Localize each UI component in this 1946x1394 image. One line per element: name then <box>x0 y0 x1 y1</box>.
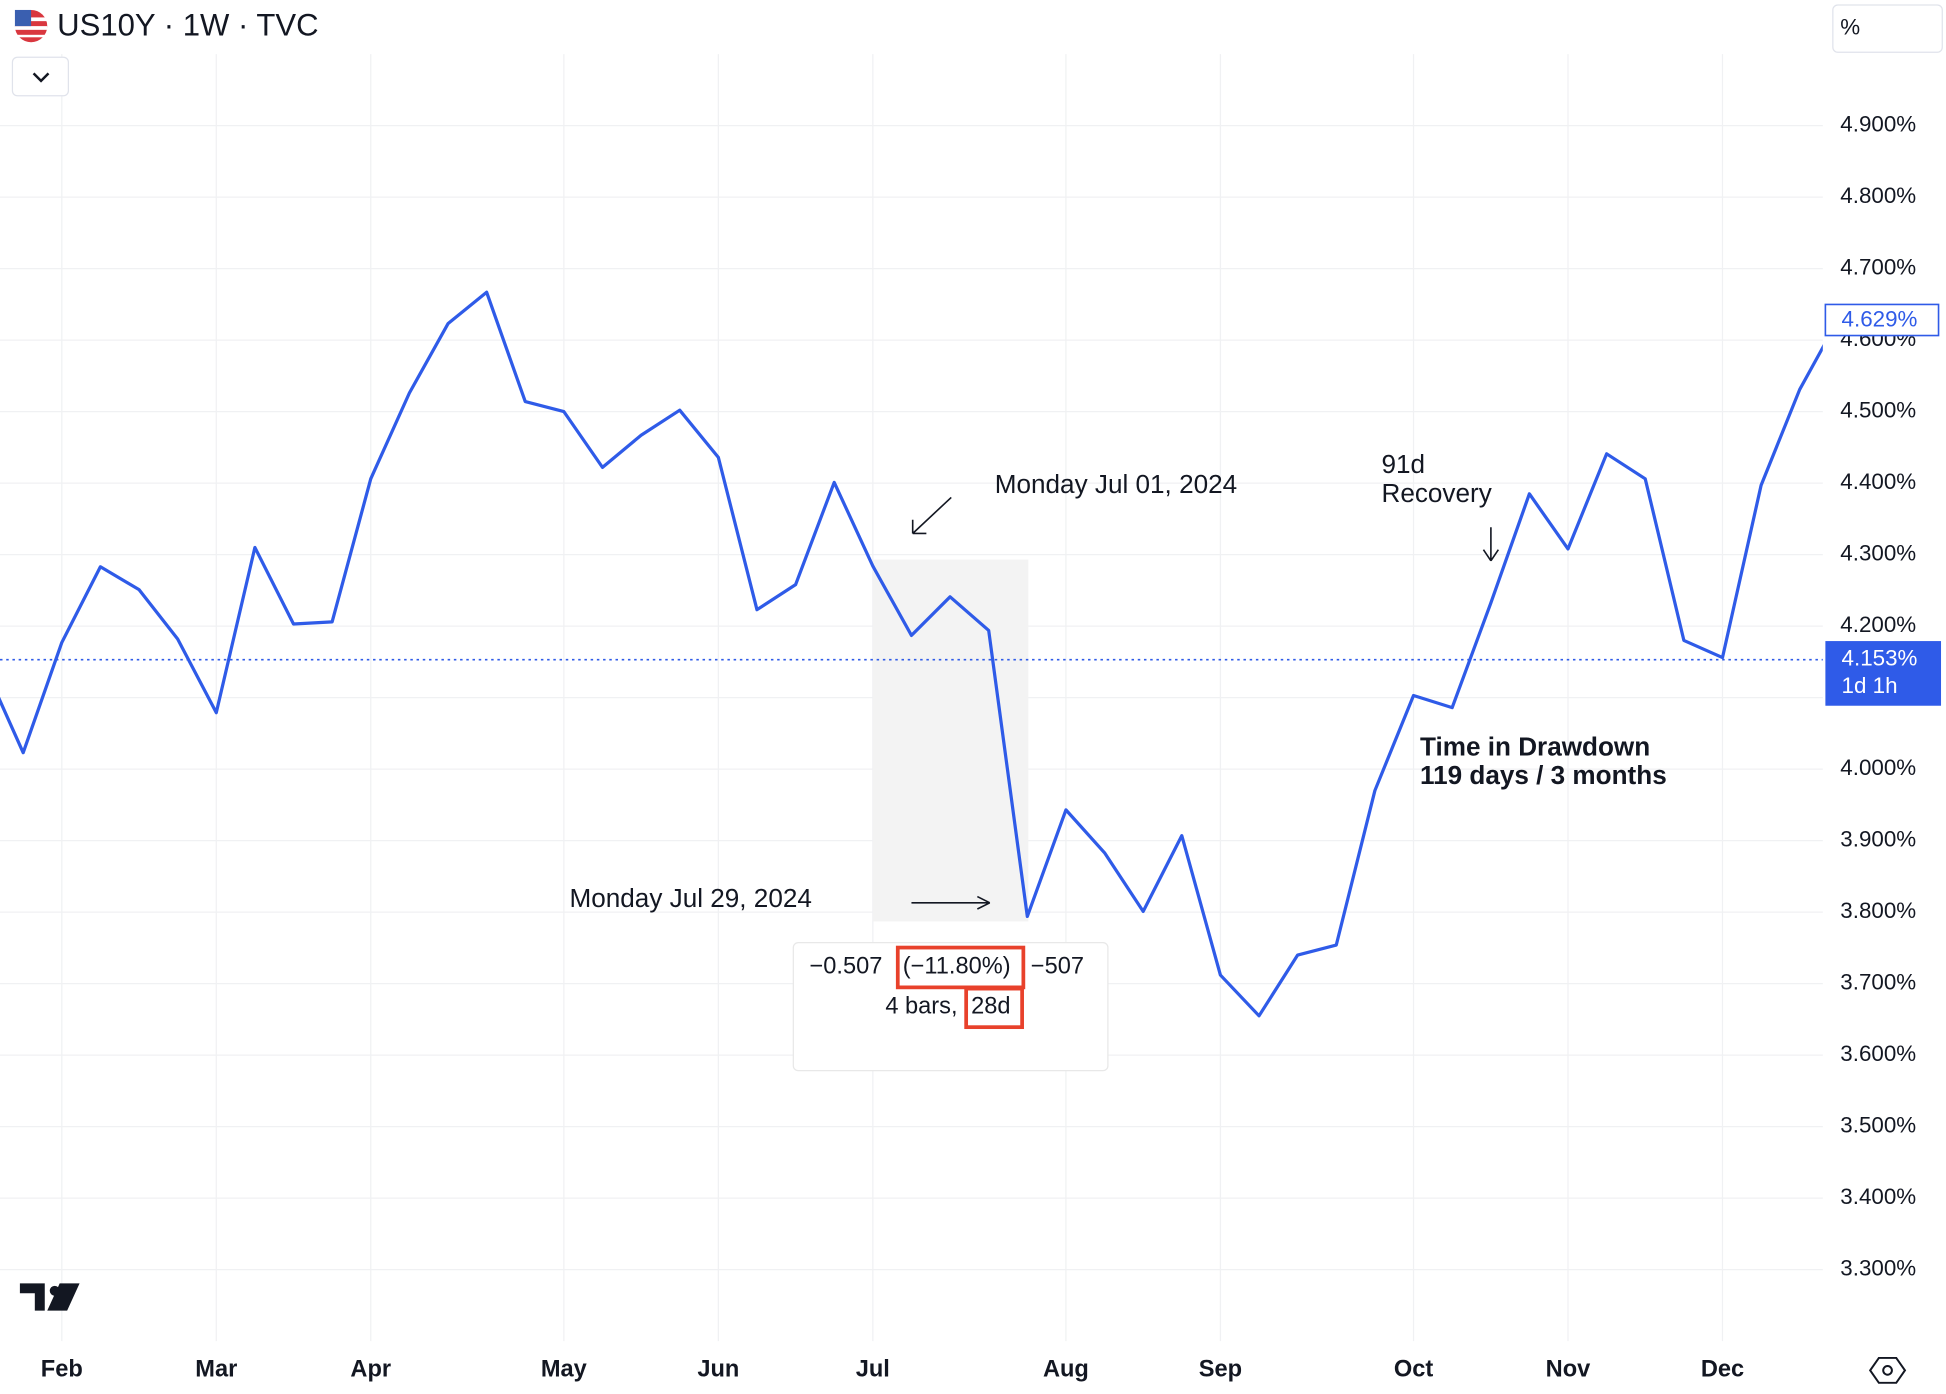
y-tick-label: 3.700% <box>1840 970 1916 995</box>
y-tick-label: 4.200% <box>1840 612 1916 637</box>
x-tick-label: Feb <box>41 1357 83 1383</box>
annotation-drawdown-title: Time in Drawdown <box>1420 731 1650 761</box>
y-tick-label: 4.300% <box>1840 541 1916 566</box>
annotation-end-date: Monday Jul 29, 2024 <box>570 883 812 913</box>
x-tick-label: Jul <box>856 1357 890 1383</box>
y-tick-label: 4.800% <box>1840 183 1916 208</box>
measure-bars: 4 bars, <box>885 993 957 1019</box>
y-tick-label: 3.300% <box>1840 1256 1916 1281</box>
last-price-badge <box>1824 303 1940 337</box>
settings-icon <box>1882 1365 1893 1376</box>
measure-percent: (−11.80%) <box>903 954 1011 980</box>
annotation-start-date: Monday Jul 01, 2024 <box>995 469 1237 499</box>
reference-price-label: 4.153% <box>1842 646 1918 671</box>
x-tick-label: Dec <box>1701 1357 1744 1383</box>
measure-duration: 28d <box>971 993 1010 1019</box>
annotation-recovery-days: 91d <box>1381 449 1425 479</box>
flag-icon <box>14 9 48 43</box>
arrow <box>911 895 991 910</box>
arrow <box>911 496 952 535</box>
logo-dot <box>49 1285 60 1296</box>
symbol-title: US10Y · 1W · TVC <box>57 8 318 43</box>
scale-unit-button[interactable] <box>1832 4 1943 53</box>
x-tick-label: Nov <box>1546 1357 1591 1383</box>
grid <box>0 54 1823 1342</box>
y-tick-label: 3.400% <box>1840 1184 1916 1209</box>
highlight-box <box>895 945 1026 990</box>
y-tick-label: 4.900% <box>1840 112 1916 137</box>
logo <box>19 1283 80 1311</box>
collapse-button[interactable] <box>11 56 70 97</box>
y-tick-label: 4.700% <box>1840 255 1916 280</box>
measure-box <box>792 941 1109 1072</box>
y-tick-label: 3.900% <box>1840 827 1916 852</box>
measure-change: −0.507 <box>809 954 882 980</box>
settings-button[interactable] <box>1868 1356 1907 1384</box>
reference-price-badge <box>1825 641 1942 706</box>
plot <box>0 290 1823 1018</box>
y-tick-label: 3.600% <box>1840 1041 1916 1066</box>
y-tick-label: 4.500% <box>1840 398 1916 423</box>
y-tick-label: 3.500% <box>1840 1113 1916 1138</box>
y-tick-label: 3.800% <box>1840 898 1916 923</box>
price-line <box>0 290 1823 1018</box>
scale-unit: % <box>1840 15 1860 40</box>
x-tick-label: Oct <box>1394 1357 1433 1383</box>
x-tick-label: Jun <box>697 1357 739 1383</box>
y-tick-label: 4.000% <box>1840 755 1916 780</box>
x-tick-label: Apr <box>350 1357 391 1383</box>
x-tick-label: Mar <box>195 1357 237 1383</box>
y-tick-label: 4.400% <box>1840 469 1916 494</box>
x-tick-label: May <box>541 1357 587 1383</box>
highlight-box <box>964 986 1024 1030</box>
countdown-label: 1d 1h <box>1842 673 1898 698</box>
measure-ticks: −507 <box>1031 954 1084 980</box>
annotation-drawdown-length: 119 days / 3 months <box>1420 760 1667 790</box>
last-price-label: 4.629% <box>1842 307 1918 332</box>
x-tick-label: Sep <box>1199 1357 1242 1383</box>
arrow <box>1482 527 1500 562</box>
x-tick-label: Aug <box>1043 1357 1089 1383</box>
annotation-recovery: Recovery <box>1381 478 1491 508</box>
chevron-icon <box>32 72 50 83</box>
